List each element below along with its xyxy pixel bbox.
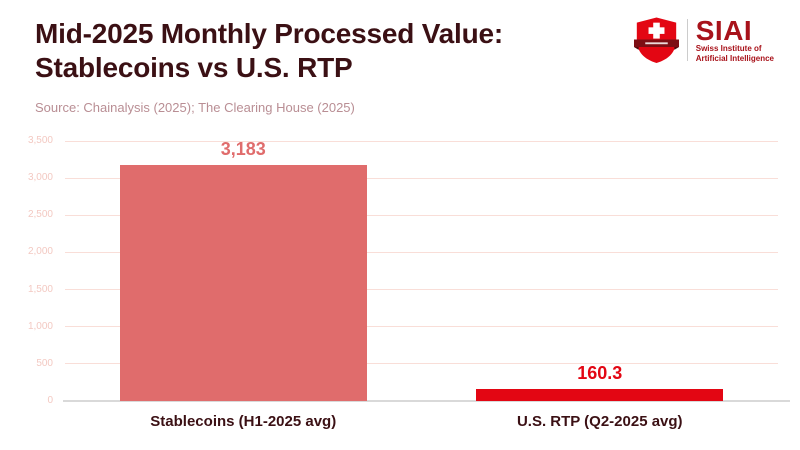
bar-stablecoins bbox=[119, 164, 367, 401]
y-gridline bbox=[65, 177, 778, 179]
y-tick-label: 3,000 bbox=[27, 172, 53, 184]
page-title: Mid-2025 Monthly Processed Value: Stable… bbox=[35, 17, 503, 85]
y-gridline bbox=[65, 289, 778, 291]
bar-us-rtp bbox=[476, 389, 724, 401]
y-gridline bbox=[65, 251, 778, 253]
page-title-line1: Mid-2025 Monthly Processed Value: bbox=[35, 18, 503, 49]
source-note: Source: Chainalysis (2025); The Clearing… bbox=[35, 100, 355, 115]
siai-shield-icon bbox=[633, 17, 679, 63]
logo-acronym: SIAI bbox=[695, 15, 753, 46]
x-axis-line bbox=[63, 400, 790, 402]
siai-logo: SIAI Swiss Institute of Artificial Intel… bbox=[633, 15, 774, 65]
y-gridline bbox=[65, 140, 778, 142]
logo-text: SIAI Swiss Institute of Artificial Intel… bbox=[696, 17, 774, 63]
y-gridline bbox=[65, 214, 778, 216]
logo-divider bbox=[686, 19, 688, 61]
y-tick-label: 2,000 bbox=[27, 246, 53, 258]
page-title-line2: Stablecoins vs U.S. RTP bbox=[35, 52, 353, 83]
y-tick-label: 500 bbox=[36, 357, 53, 369]
logo-subtitle-line2: Artificial Intelligence bbox=[695, 53, 774, 63]
y-gridline bbox=[65, 363, 778, 365]
category-label: U.S. RTP (Q2-2025 avg) bbox=[516, 413, 683, 430]
y-tick-label: 1,000 bbox=[27, 320, 53, 332]
y-tick-label: 2,500 bbox=[27, 209, 53, 221]
logo-subtitle-line1: Swiss Institute of bbox=[695, 44, 762, 53]
bar-value-label: 3,183 bbox=[220, 138, 266, 159]
y-tick-label: 0 bbox=[47, 395, 53, 406]
y-tick-label: 3,500 bbox=[27, 135, 53, 146]
y-tick-label: 1,500 bbox=[27, 283, 53, 295]
category-label: Stablecoins (H1-2025 avg) bbox=[150, 413, 337, 430]
y-gridline bbox=[65, 326, 778, 328]
bar-value-label: 160.3 bbox=[577, 363, 623, 384]
